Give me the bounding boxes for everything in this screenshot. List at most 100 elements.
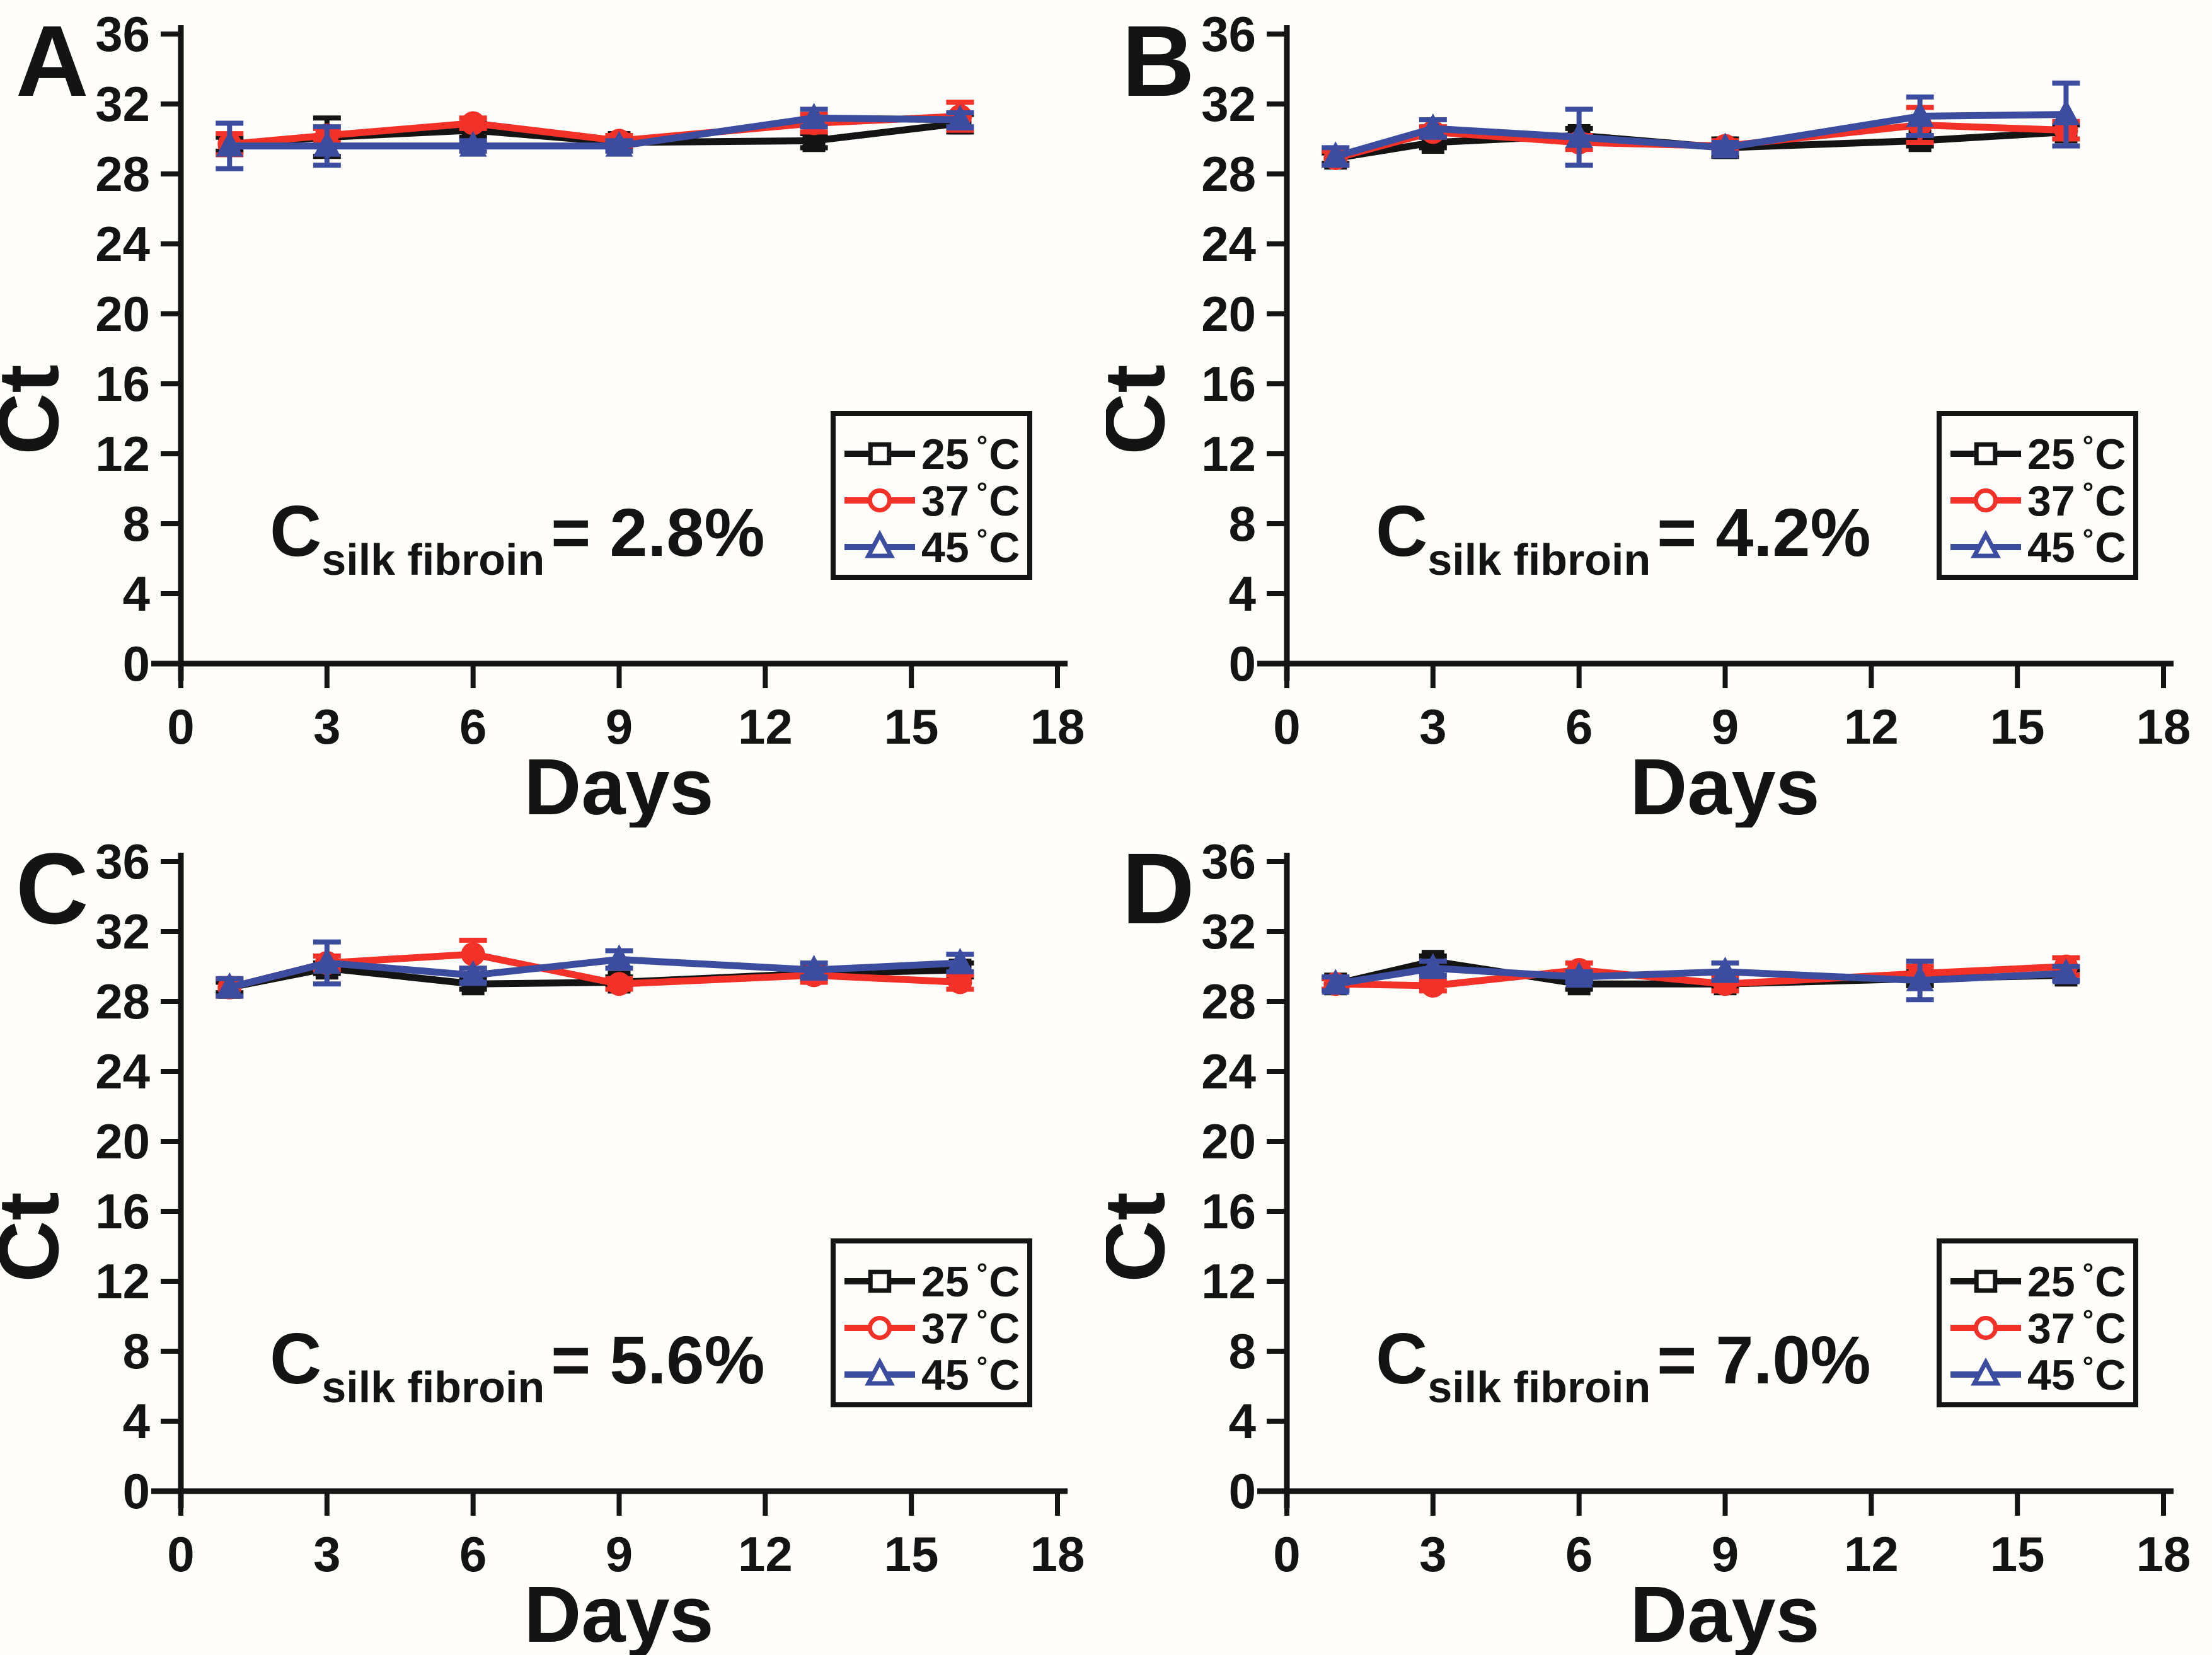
- legend-label: 25 °C: [2027, 430, 2126, 478]
- data-point-45c: [1565, 122, 1593, 148]
- annotation-subscript: silk fibroin: [321, 1363, 544, 1412]
- data-point-45c: [1322, 141, 1350, 168]
- annotation-symbol: C: [270, 492, 321, 572]
- panel-letter: C: [16, 832, 89, 945]
- concentration-annotation: Csilk fibroin= 7.0%: [1376, 1319, 1871, 1412]
- annotation-subscript: silk fibroin: [321, 535, 544, 584]
- data-point-45c: [1419, 953, 1447, 979]
- x-tick-label: 0: [167, 1526, 194, 1582]
- y-tick-label: 4: [1229, 1393, 1256, 1449]
- degree-symbol: °: [2083, 430, 2094, 461]
- annotation-value: = 5.6%: [551, 1322, 764, 1398]
- degree-symbol: °: [2083, 477, 2094, 508]
- legend-label-value: 37: [921, 477, 969, 525]
- celsius-letter: C: [2095, 477, 2126, 525]
- legend-label-value: 25: [921, 430, 969, 478]
- y-tick-label: 36: [1201, 6, 1256, 62]
- y-tick-label: 32: [95, 76, 150, 132]
- degree-symbol: °: [977, 524, 988, 555]
- degree-symbol: °: [2083, 1258, 2094, 1289]
- legend-label: 25 °C: [921, 1258, 1020, 1306]
- celsius-letter: C: [989, 477, 1020, 525]
- data-point-45c: [1711, 956, 1739, 983]
- annotation-value: = 2.8%: [551, 494, 764, 570]
- x-tick-label: 15: [884, 1526, 939, 1582]
- legend-square-marker: [1974, 1269, 1998, 1293]
- y-tick-label: 32: [1201, 904, 1256, 959]
- panel-d: D 0 4 8 12 16 20 24 28 32 36 0 3 6 9 12 15 18 Days Ct Csilk …: [1106, 828, 2212, 1655]
- data-point-45c: [2052, 99, 2080, 125]
- annotation-subscript: silk fibroin: [1427, 535, 1650, 584]
- concentration-annotation: Csilk fibroin= 2.8%: [270, 492, 765, 584]
- panel-c: C 0 4 8 12 16 20 24 28 32 36 0 3 6 9 12 15 18 Days Ct Csilk …: [0, 828, 1106, 1655]
- x-axis-title: Days: [524, 742, 713, 828]
- data-point-45c: [605, 130, 633, 157]
- data-point-37c: [1420, 974, 1445, 998]
- panel-letter: D: [1122, 832, 1195, 945]
- x-tick-label: 12: [1844, 1526, 1899, 1582]
- legend-circle-marker: [867, 488, 892, 513]
- y-tick-label: 0: [1229, 636, 1256, 691]
- y-tick-label: 24: [95, 1044, 150, 1099]
- series-line-45c: [226, 114, 964, 150]
- data-point-45c: [1906, 101, 1934, 127]
- series-line-45c: [1332, 111, 2070, 160]
- legend-triangle-marker: [1971, 529, 2001, 558]
- data-point-45c: [1419, 113, 1447, 139]
- y-tick-label: 20: [95, 1114, 150, 1169]
- x-tick-label: 18: [2136, 699, 2191, 754]
- legend-label-value: 45: [2027, 524, 2075, 572]
- legend-label: 45 °C: [2027, 1351, 2126, 1399]
- panel-letter: A: [16, 4, 89, 117]
- annotation-symbol: C: [1376, 492, 1427, 572]
- celsius-letter: C: [989, 524, 1020, 572]
- x-tick-label: 18: [1030, 1526, 1085, 1582]
- degree-symbol: °: [977, 477, 988, 508]
- x-axis-title: Days: [1630, 742, 1819, 828]
- celsius-letter: C: [989, 1305, 1020, 1352]
- data-point-37c: [461, 942, 485, 967]
- y-axis-title: Ct: [1106, 1192, 1182, 1283]
- annotation-value: = 4.2%: [1657, 494, 1870, 570]
- y-tick-label: 16: [1201, 1184, 1256, 1239]
- series-line-45c: [226, 955, 964, 991]
- legend-label-value: 45: [921, 1351, 969, 1399]
- legend-triangle-marker: [865, 529, 895, 558]
- x-tick-label: 12: [738, 699, 793, 754]
- data-point-45c: [2052, 958, 2080, 984]
- data-point-45c: [946, 947, 974, 974]
- annotation-value: = 7.0%: [1657, 1322, 1870, 1398]
- y-tick-label: 8: [1229, 1323, 1256, 1379]
- y-tick-label: 0: [1229, 1463, 1256, 1519]
- legend-circle-marker: [1973, 488, 1998, 513]
- data-point-45c: [1711, 132, 1739, 159]
- y-axis-title: Ct: [0, 364, 76, 455]
- x-tick-label: 6: [459, 1526, 487, 1582]
- legend-label-value: 37: [2027, 1305, 2075, 1352]
- celsius-letter: C: [989, 1351, 1020, 1399]
- legend-label-value: 25: [2027, 1258, 2075, 1306]
- series-line-37c: [226, 112, 964, 148]
- y-tick-label: 24: [1201, 216, 1256, 272]
- legend-circle-marker: [867, 1315, 892, 1341]
- data-point-45c: [313, 130, 341, 157]
- degree-symbol: °: [977, 1351, 988, 1382]
- legend-label: 45 °C: [921, 1351, 1020, 1399]
- celsius-letter: C: [2095, 1351, 2126, 1399]
- y-tick-label: 36: [95, 6, 150, 62]
- legend-label: 45 °C: [921, 524, 1020, 572]
- x-tick-label: 9: [1712, 699, 1739, 754]
- degree-symbol: °: [977, 1258, 988, 1289]
- x-tick-label: 6: [1565, 1526, 1593, 1582]
- x-tick-label: 6: [459, 699, 487, 754]
- data-point-45c: [605, 944, 633, 971]
- y-tick-label: 8: [1229, 496, 1256, 551]
- legend-label: 25 °C: [921, 430, 1020, 478]
- data-point-45c: [800, 103, 828, 129]
- panel-a: A 0 4 8 12 16 20 24 28 32 36 0 3 6 9 12 15 18 Days Ct Csilk …: [0, 0, 1106, 828]
- y-tick-label: 16: [95, 1184, 150, 1239]
- celsius-letter: C: [989, 430, 1020, 478]
